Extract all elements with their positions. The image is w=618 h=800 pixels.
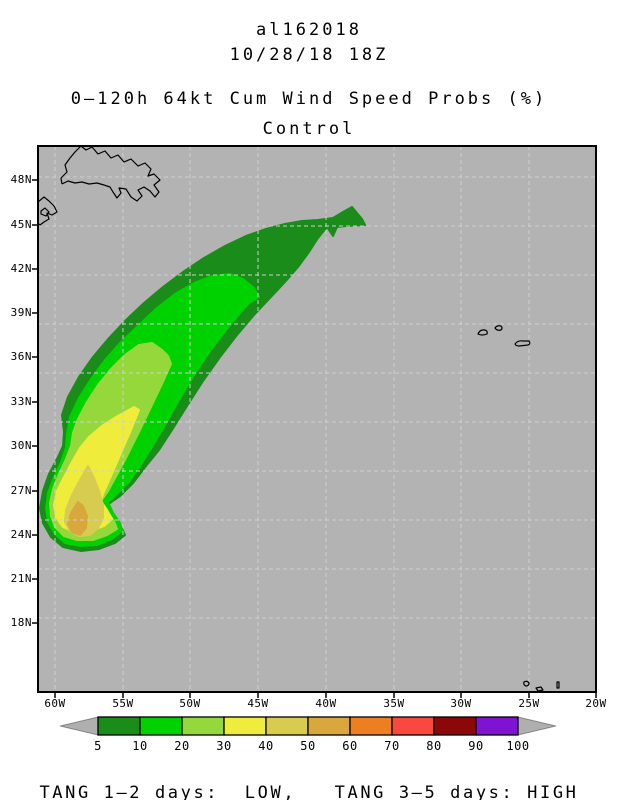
- lon-label-50W: 50W: [179, 697, 201, 710]
- map-content-group: [38, 146, 596, 692]
- colorbar-label-40: 40: [258, 739, 274, 753]
- colorbar-segment-90: [475, 716, 519, 736]
- prob-contour-50pct: [67, 501, 88, 536]
- coastline: [514, 340, 531, 347]
- lat-label-42N: 42N: [10, 262, 32, 275]
- colorbar-segment-20: [181, 716, 225, 736]
- lat-label-30N: 30N: [10, 439, 32, 452]
- colorbar-left-arrow: [59, 716, 99, 736]
- lon-label-60W: 60W: [44, 697, 66, 710]
- colorbar-segment-70: [391, 716, 435, 736]
- coastline: [61, 146, 161, 202]
- coastline: [556, 681, 560, 689]
- colorbar-label-20: 20: [174, 739, 190, 753]
- lat-label-39N: 39N: [10, 306, 32, 319]
- lat-label-27N: 27N: [10, 484, 32, 497]
- colorbar-segment-10: [139, 716, 183, 736]
- coastline: [477, 329, 488, 336]
- colorbar-label-60: 60: [342, 739, 358, 753]
- colorbar-segment-80: [433, 716, 477, 736]
- lon-label-35W: 35W: [383, 697, 405, 710]
- lon-label-55W: 55W: [112, 697, 134, 710]
- ensemble-member-title: Control: [262, 119, 356, 139]
- lat-label-21N: 21N: [10, 572, 32, 585]
- coastline: [60, 146, 82, 185]
- colorbar-right-arrow: [517, 716, 557, 736]
- coastline: [523, 680, 530, 687]
- lon-label-45W: 45W: [247, 697, 269, 710]
- init-time-title: 10/28/18 18Z: [229, 45, 389, 65]
- colorbar-segment-50: [307, 716, 351, 736]
- colorbar-label-5: 5: [94, 739, 102, 753]
- lat-label-48N: 48N: [10, 173, 32, 186]
- lat-label-33N: 33N: [10, 395, 32, 408]
- storm-id-title: al162018: [256, 20, 362, 40]
- lat-label-24N: 24N: [10, 528, 32, 541]
- coastline: [38, 196, 58, 226]
- colorbar-segment-5: [97, 716, 141, 736]
- coastline: [494, 325, 503, 331]
- lat-label-18N: 18N: [10, 616, 32, 629]
- lon-label-30W: 30W: [450, 697, 472, 710]
- coastline: [40, 207, 50, 217]
- colorbar-label-30: 30: [216, 739, 232, 753]
- colorbar-label-100: 100: [506, 739, 530, 753]
- colorbar: [59, 716, 557, 736]
- colorbar-segment-40: [265, 716, 309, 736]
- lon-label-20W: 20W: [585, 697, 607, 710]
- product-title: 0–120h 64kt Cum Wind Speed Probs (%): [70, 89, 548, 109]
- lat-label-36N: 36N: [10, 350, 32, 363]
- skill-statement: TANG 1–2 days: LOW, TANG 3–5 days: HIGH: [39, 783, 579, 800]
- lon-label-40W: 40W: [315, 697, 337, 710]
- lat-label-45N: 45N: [10, 218, 32, 231]
- colorbar-label-10: 10: [132, 739, 148, 753]
- colorbar-label-70: 70: [384, 739, 400, 753]
- colorbar-segment-60: [349, 716, 393, 736]
- coastline: [535, 686, 544, 692]
- colorbar-segment-30: [223, 716, 267, 736]
- map-frame: [37, 145, 597, 693]
- colorbar-label-50: 50: [300, 739, 316, 753]
- colorbar-label-80: 80: [426, 739, 442, 753]
- lon-label-25W: 25W: [518, 697, 540, 710]
- colorbar-label-90: 90: [468, 739, 484, 753]
